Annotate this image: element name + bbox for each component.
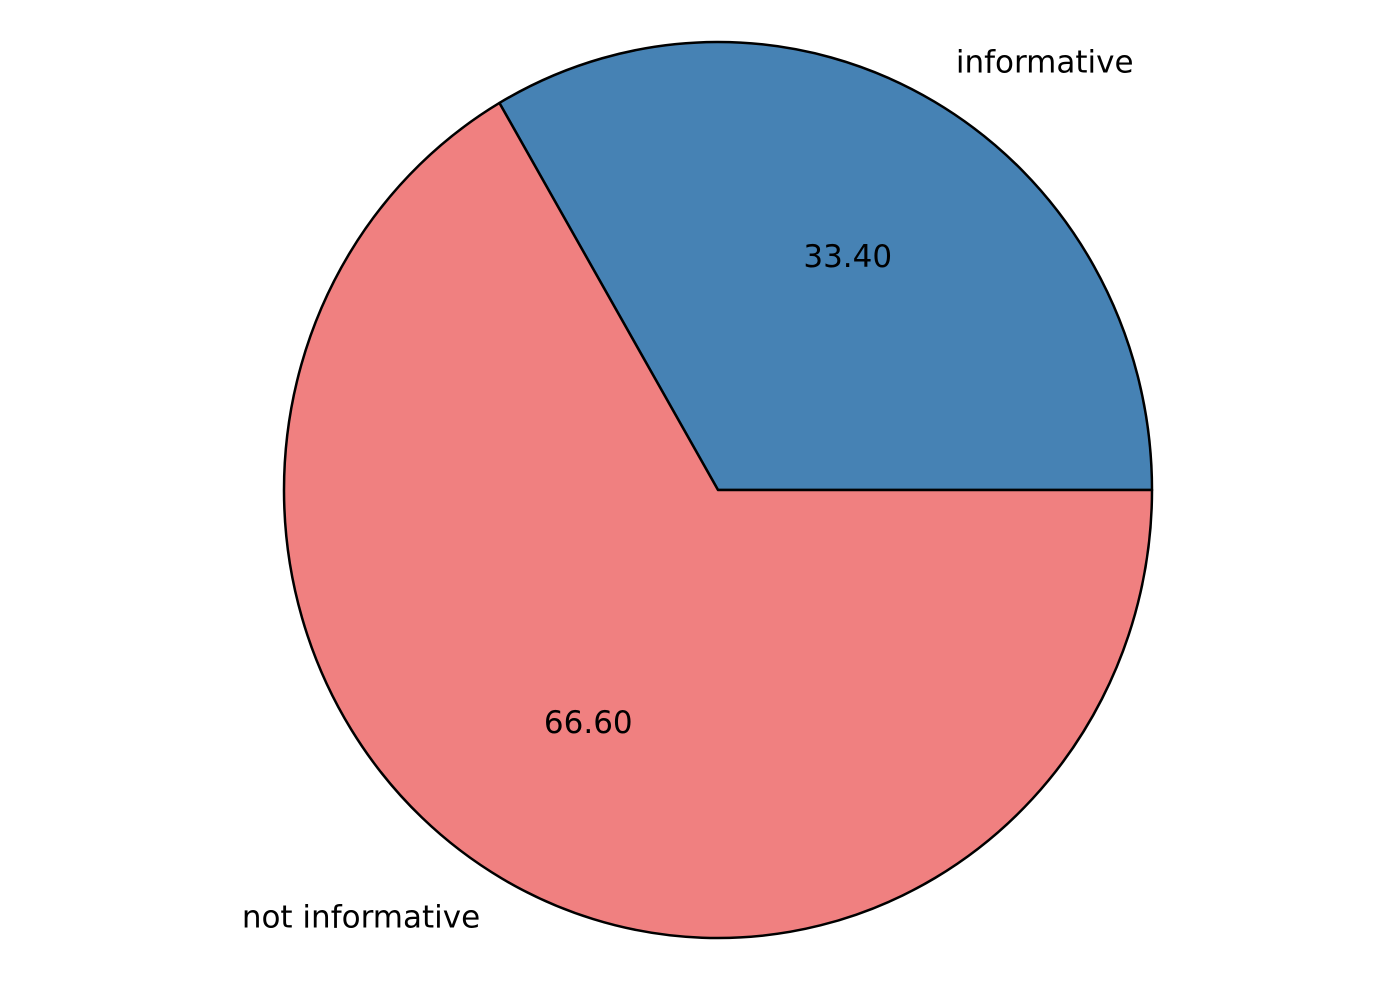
pie-slice-informative [498,40,1154,492]
slice-value-not-informative: 66.60 [544,705,633,741]
pie-labels: informative 33.40 not informative 66.60 [242,45,1134,936]
pie-slice-not-informative [282,101,1154,940]
pie-slices [282,40,1154,940]
slice-label-informative: informative [956,45,1134,81]
slice-value-informative: 33.40 [803,239,892,275]
slice-label-not-informative: not informative [242,899,480,935]
